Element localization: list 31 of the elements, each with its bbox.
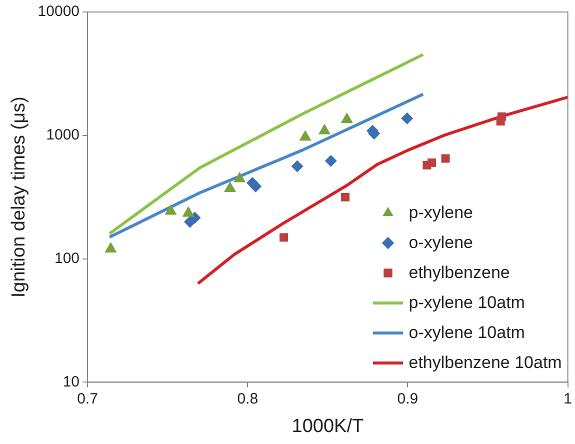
point [341, 192, 350, 202]
point [250, 180, 262, 192]
point [291, 160, 304, 172]
point [324, 154, 337, 167]
point [164, 204, 177, 215]
point [427, 158, 436, 167]
point [401, 112, 414, 124]
x-tick-label: 0.9 [397, 390, 418, 408]
point [224, 182, 236, 192]
y-tick-label: 100 [54, 250, 80, 267]
legend-label: o-xylene [408, 233, 473, 254]
point [280, 233, 288, 242]
point [497, 112, 506, 121]
y-axis-title: Ignition delay times (μs) [8, 96, 30, 298]
y-tick-label: 10000 [38, 3, 80, 20]
point [104, 242, 117, 253]
legend-label: p-xylene [408, 203, 473, 224]
legend-label: ethylbenzene 10atm [408, 353, 562, 374]
x-axis-title: 1000K/T [292, 416, 364, 437]
x-tick-label: 0.7 [77, 390, 98, 408]
legend-label: ethylbenzene [408, 263, 510, 284]
x-tick-label: 1 [564, 390, 572, 408]
legend-label: o-xylene 10atm [408, 323, 525, 344]
point [441, 154, 450, 163]
y-tick-label: 1000 [46, 126, 80, 144]
point [234, 172, 246, 182]
y-tick-label: 10 [62, 373, 80, 390]
legend-label: p-xylene 10atm [408, 293, 525, 314]
point [182, 206, 194, 217]
x-tick-label: 0.8 [237, 390, 258, 408]
point [299, 130, 312, 141]
